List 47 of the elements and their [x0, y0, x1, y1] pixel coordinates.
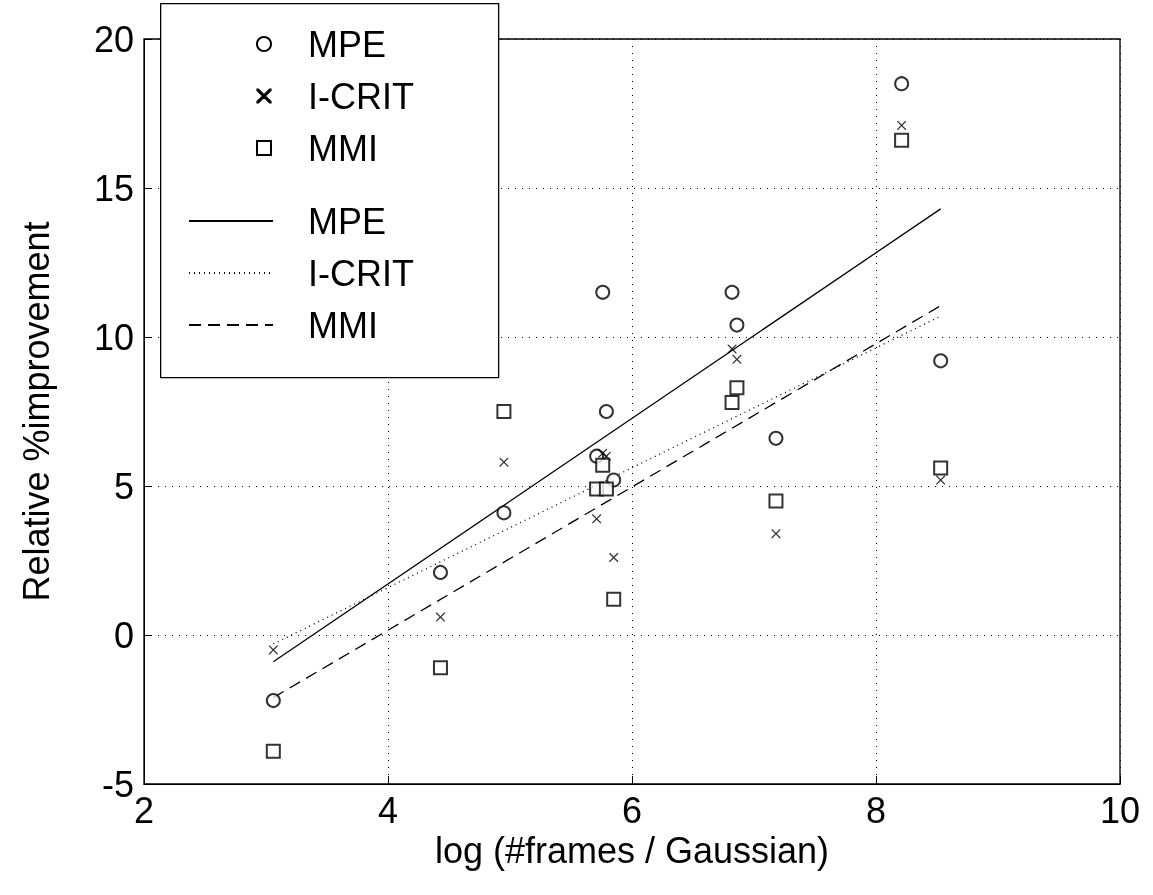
point: [724, 395, 740, 411]
x-tick-label: 10: [1099, 789, 1141, 831]
y-tick-label: 20: [93, 18, 134, 60]
point: [768, 430, 784, 446]
point: [592, 514, 602, 524]
y-tick-label: 15: [93, 167, 134, 209]
legend-label: I-CRIT: [308, 75, 414, 117]
point: [435, 612, 445, 622]
legend-label: MMI: [308, 127, 378, 169]
y-tick-label: 10: [93, 316, 134, 358]
point: [609, 553, 619, 563]
point: [768, 493, 784, 509]
x-tick-label: 4: [377, 789, 399, 831]
point: [936, 475, 946, 485]
y-tick-label: 0: [113, 614, 134, 656]
point: [496, 404, 512, 419]
point: [496, 505, 512, 521]
point: [771, 529, 781, 539]
point: [606, 591, 622, 607]
y-axis-title: Relative %improvement: [15, 221, 57, 602]
x-tick-label: 2: [133, 789, 155, 831]
point: [894, 132, 910, 148]
y-tick-label: 5: [113, 465, 134, 507]
y-tick-label: -5: [101, 763, 134, 805]
legend-label: MPE: [308, 200, 387, 242]
legend-label: MPE: [308, 23, 387, 65]
point: [894, 76, 910, 92]
point: [265, 743, 281, 759]
point: [432, 564, 448, 580]
x-axis-title: log (#frames / Gaussian): [434, 830, 830, 872]
point: [933, 353, 949, 369]
legend-label: I-CRIT: [308, 252, 414, 294]
point: [595, 457, 611, 473]
x-tick-label: 8: [865, 789, 887, 831]
point: [432, 660, 448, 676]
point: [265, 693, 281, 709]
point: [933, 460, 949, 476]
point: [595, 284, 611, 300]
x-tick-label: 6: [621, 789, 643, 831]
point: [724, 284, 740, 300]
point: [729, 317, 745, 333]
point: [268, 645, 278, 655]
point: [598, 404, 614, 419]
point: [598, 481, 614, 497]
point: [729, 380, 745, 396]
legend-label: MMI: [308, 304, 378, 346]
point: [732, 354, 742, 364]
